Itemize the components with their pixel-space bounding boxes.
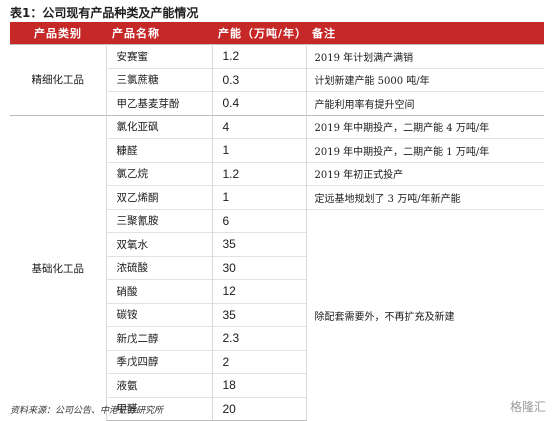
table-row: 双氧水 35 [10, 232, 544, 256]
product-capacity: 12 [212, 279, 307, 303]
table-row: 甲醛 20 [10, 396, 544, 421]
product-name: 糠醛 [106, 138, 213, 162]
source-note: 资料来源：公司公告、中港证券研究所 [10, 406, 164, 416]
product-capacity: 1 [212, 138, 307, 162]
product-name: 安赛蜜 [106, 44, 213, 68]
product-capacity: 35 [212, 232, 307, 256]
category-cell: 精细化工品 [10, 44, 107, 115]
table-row: 甲乙基麦芽酚 0.4 产能利用率有提升空间 [10, 91, 544, 115]
table-row: 液氨 18 [10, 373, 544, 397]
product-capacity: 1.2 [212, 161, 307, 186]
product-name: 液氨 [106, 373, 213, 397]
watermark: 格隆汇 [509, 400, 546, 414]
product-capacity: 6 [212, 208, 307, 233]
product-name: 甲乙基麦芽酚 [106, 91, 213, 115]
product-note: 2019 年初正式投产 [306, 161, 544, 186]
table-row: 精细化工品 安赛蜜 1.2 2019 年计划满产满销 [10, 44, 544, 115]
product-name: 季戊四醇 [106, 349, 213, 374]
product-name: 三聚氰胺 [106, 208, 213, 233]
product-capacity: 35 [212, 302, 307, 327]
table-row: 基础化工品 氯化亚砜 4 2019 年中期投产，二期产能 4 万吨/年 [10, 114, 544, 421]
table-row: 新戊二醇 2.3 [10, 326, 544, 350]
table-row: 双乙烯酮 1 定远基地规划了 3 万吨/年新产能 [10, 185, 544, 209]
product-name: 双氧水 [106, 232, 213, 256]
product-name: 浓硫酸 [106, 255, 213, 280]
category-cell: 基础化工品 [10, 114, 107, 421]
product-capacity: 0.4 [212, 91, 307, 115]
product-capacity: 2 [212, 349, 307, 374]
product-capacity: 0.3 [212, 67, 307, 92]
product-name: 三氯蔗糖 [106, 67, 213, 92]
table-row: 氯乙烷 1.2 2019 年初正式投产 [10, 161, 544, 186]
product-capacity: 2.3 [212, 326, 307, 350]
product-capacity: 30 [212, 255, 307, 280]
product-capacity: 4 [212, 114, 307, 139]
header-category: 产品类别 [10, 22, 106, 45]
product-note: 2019 年计划满产满销 [306, 44, 544, 68]
table-header-row: 产品类别 产品名称 产能（万吨/年） 备注 [10, 22, 544, 45]
product-capacity: 18 [212, 373, 307, 397]
product-note: 2019 年中期投产，二期产能 4 万吨/年 [306, 114, 544, 139]
table-row: 三聚氰胺 6 除配套需要外，不再扩充及新建 [10, 208, 544, 421]
table-row: 糠醛 1 2019 年中期投产，二期产能 1 万吨/年 [10, 138, 544, 162]
product-name: 双乙烯酮 [106, 185, 213, 209]
table-row: 碳铵 35 [10, 302, 544, 327]
product-name: 新戊二醇 [106, 326, 213, 350]
product-capacity-table: 产品类别 产品名称 产能（万吨/年） 备注 精细化工品 安赛蜜 1.2 2019… [10, 22, 544, 421]
table-caption: 表1：公司现有产品种类及产能情况 [10, 6, 199, 20]
header-name: 产品名称 [106, 22, 212, 45]
product-name: 硝酸 [106, 279, 213, 303]
product-capacity: 1.2 [212, 44, 307, 68]
product-name: 碳铵 [106, 302, 213, 327]
table-row: 硝酸 12 [10, 279, 544, 303]
header-note: 备注 [306, 22, 544, 45]
table-row: 浓硫酸 30 [10, 255, 544, 280]
product-capacity: 1 [212, 185, 307, 209]
product-capacity: 20 [212, 396, 307, 421]
table-row: 季戊四醇 2 [10, 349, 544, 374]
product-note: 定远基地规划了 3 万吨/年新产能 [306, 185, 544, 209]
product-name: 甲醛 [106, 396, 213, 421]
product-note: 2019 年中期投产，二期产能 1 万吨/年 [306, 138, 544, 162]
product-name: 氯乙烷 [106, 161, 213, 186]
merged-note: 除配套需要外，不再扩充及新建 [306, 208, 544, 421]
product-note: 产能利用率有提升空间 [306, 91, 544, 115]
header-capacity: 产能（万吨/年） [212, 22, 306, 45]
table-row: 三氯蔗糖 0.3 计划新建产能 5000 吨/年 [10, 67, 544, 92]
product-note: 计划新建产能 5000 吨/年 [306, 67, 544, 92]
product-name: 氯化亚砜 [106, 114, 213, 139]
